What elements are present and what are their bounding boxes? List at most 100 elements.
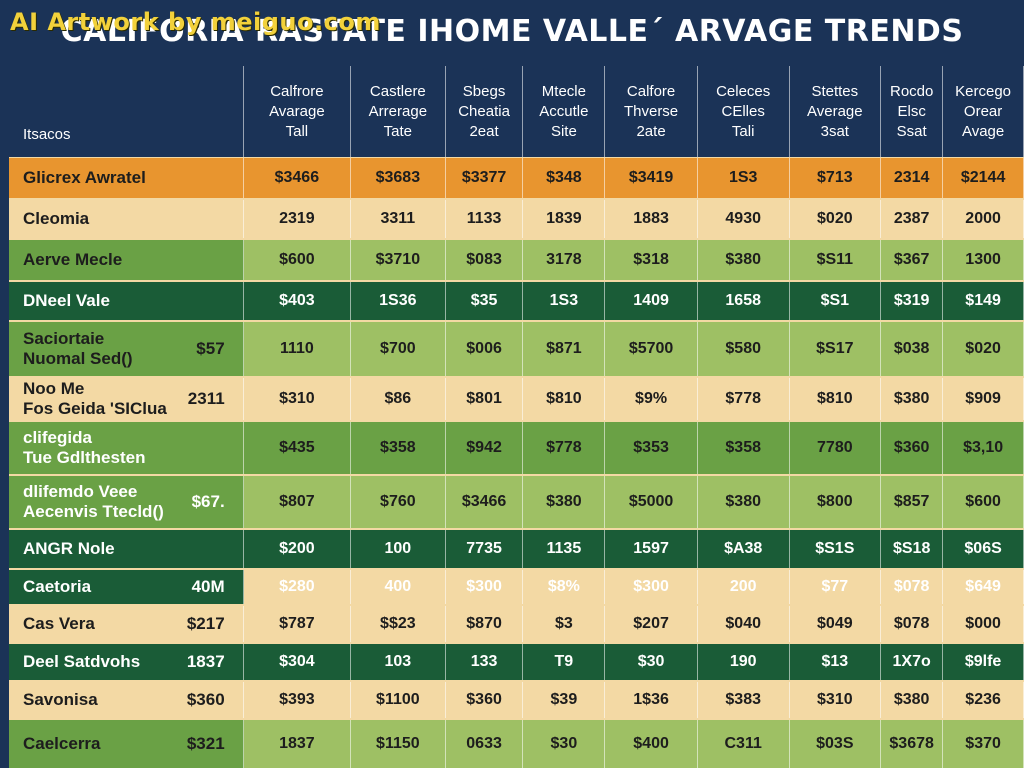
row-label-line: Aerve Mecle xyxy=(23,250,123,269)
table-row: DNeel Vale $403 1S36 $35 1S3 1409 1658 $S1 $319 $… xyxy=(9,282,1024,320)
table-cell: $038 xyxy=(881,322,944,376)
table-cell: $S11 xyxy=(790,240,882,280)
table-cell: 1S3 xyxy=(698,158,790,198)
table-cell: $580 xyxy=(698,322,790,376)
table-cell: $300 xyxy=(605,570,698,604)
table-cell: $078 xyxy=(881,570,944,604)
table-cell: $S18 xyxy=(881,530,944,568)
table-cell: $871 xyxy=(523,322,606,376)
column-header: Calfrore Avarage Tall xyxy=(244,66,352,157)
table-cell: 7735 xyxy=(446,530,524,568)
table-cell: $3,10 xyxy=(943,422,1024,474)
table-cell: 200 xyxy=(698,570,790,604)
table-cell: 1883 xyxy=(605,200,698,238)
table-cell: $358 xyxy=(351,422,446,474)
table-cell: $713 xyxy=(790,158,882,198)
table-cell: $800 xyxy=(790,476,882,528)
page-title: CALIFORIA RASTATE IHOME VALLE´ ARVAGE TR… xyxy=(60,14,964,49)
table-cell: $600 xyxy=(244,240,352,280)
table-cell: $1150 xyxy=(351,720,446,768)
column-header: Kercego Orear Avage xyxy=(943,66,1024,157)
table-cell: 1837 xyxy=(244,720,352,768)
table-cell: $149 xyxy=(943,282,1024,320)
table-row: dlifemdo Veee Aecenvis Ttecld() $67. $807 $7… xyxy=(9,476,1024,528)
table-cell: $280 xyxy=(244,570,352,604)
table-cell: $600 xyxy=(943,476,1024,528)
table-cell: 1133 xyxy=(446,200,524,238)
row-label: Savonisa $360 xyxy=(9,682,244,718)
table-cell: 1839 xyxy=(523,200,606,238)
table-cell: $236 xyxy=(943,682,1024,718)
table-cell: $760 xyxy=(351,476,446,528)
table-row: Noo Me Fos Geida 'SIClua 2311 $310 $86 $801 $8… xyxy=(9,378,1024,420)
row-label-extra: $321 xyxy=(186,734,225,753)
table-cell: $649 xyxy=(943,570,1024,604)
row-label-line: Tue Gdlthesten xyxy=(23,448,146,467)
table-cell: $S1 xyxy=(790,282,882,320)
table-cell: $348 xyxy=(523,158,606,198)
table-cell: $319 xyxy=(881,282,944,320)
table-cell: $360 xyxy=(881,422,944,474)
table-cell: $909 xyxy=(943,378,1024,420)
table-cell: $367 xyxy=(881,240,944,280)
table-row: Glicrex Awratel $3466 $3683 $3377 $348 $3419 1… xyxy=(9,158,1024,198)
watermark: AI Artwork by meiguo.com xyxy=(10,8,381,36)
table-cell: $03S xyxy=(790,720,882,768)
table-row: clifegida Tue Gdlthesten $435 $358 $942 $778 $… xyxy=(9,422,1024,474)
table-cell: $8% xyxy=(523,570,606,604)
table-cell: $300 xyxy=(446,570,524,604)
table-cell: $006 xyxy=(446,322,524,376)
table-row: Saciortaie Nuomal Sed() $57 1110 $700 $006 $87… xyxy=(9,322,1024,376)
table-cell: $3683 xyxy=(351,158,446,198)
table-cell: 103 xyxy=(351,644,446,680)
table-cell: 3311 xyxy=(351,200,446,238)
row-label-line: Caetoria xyxy=(23,577,92,596)
table-cell: $5700 xyxy=(605,322,698,376)
table-cell: 2319 xyxy=(244,200,352,238)
row-label: Caelcerra $321 xyxy=(9,720,244,768)
row-label-line: Deel Satdvohs xyxy=(23,652,141,671)
row-label-line: ANGR Nole xyxy=(23,539,115,558)
table-cell: 2000 xyxy=(943,200,1024,238)
row-label: dlifemdo Veee Aecenvis Ttecld() $67. xyxy=(9,476,244,528)
table-cell: $39 xyxy=(523,682,606,718)
row-label-extra: $217 xyxy=(186,614,225,633)
table-cell: $787 xyxy=(244,606,352,642)
row-label-line: Nuomal Sed() xyxy=(23,349,133,368)
row-label: DNeel Vale xyxy=(9,282,244,320)
table-row: Caelcerra $321 1837 $1150 0633 $30 $400 C311 $03… xyxy=(9,720,1024,768)
row-label-line: Aecenvis Ttecld() xyxy=(23,502,164,521)
table-cell: 0633 xyxy=(446,720,524,768)
table-cell: $393 xyxy=(244,682,352,718)
column-header: Calfore Thverse 2ate xyxy=(605,66,698,157)
table-cell: $3419 xyxy=(605,158,698,198)
table-cell: 2314 xyxy=(881,158,944,198)
table-row: Aerve Mecle $600 $3710 $083 3178 $318 $380 $S11… xyxy=(9,240,1024,280)
table-cell: $083 xyxy=(446,240,524,280)
row-label-extra: 2311 xyxy=(187,389,225,408)
table-cell: $383 xyxy=(698,682,790,718)
table-cell: $304 xyxy=(244,644,352,680)
table-cell: $9% xyxy=(605,378,698,420)
table-cell: $360 xyxy=(446,682,524,718)
row-label-line: Caelcerra xyxy=(23,734,101,753)
table-cell: $380 xyxy=(698,476,790,528)
row-label-extra: $360 xyxy=(186,690,225,709)
table-cell: $77 xyxy=(790,570,882,604)
header-label-cell: Itsacos xyxy=(9,66,244,157)
table-cell: $200 xyxy=(244,530,352,568)
table-cell: $380 xyxy=(523,476,606,528)
table-cell: $801 xyxy=(446,378,524,420)
table-cell: 1S36 xyxy=(351,282,446,320)
column-header: Mtecle Accutle Site xyxy=(523,66,606,157)
home-value-table: Itsacos Calfrore Avarage Tall Castlere Arre… xyxy=(9,66,1024,768)
table-cell: $3466 xyxy=(446,476,524,528)
header-label: Itsacos xyxy=(23,126,71,143)
column-header: Stettes Average 3sat xyxy=(790,66,882,157)
table-cell: $30 xyxy=(523,720,606,768)
table-cell: $400 xyxy=(605,720,698,768)
row-label: Caetoria 40M xyxy=(9,570,244,604)
table-cell: $207 xyxy=(605,606,698,642)
column-header: Castlere Arrerage Tate xyxy=(351,66,446,157)
table-cell: $310 xyxy=(790,682,882,718)
